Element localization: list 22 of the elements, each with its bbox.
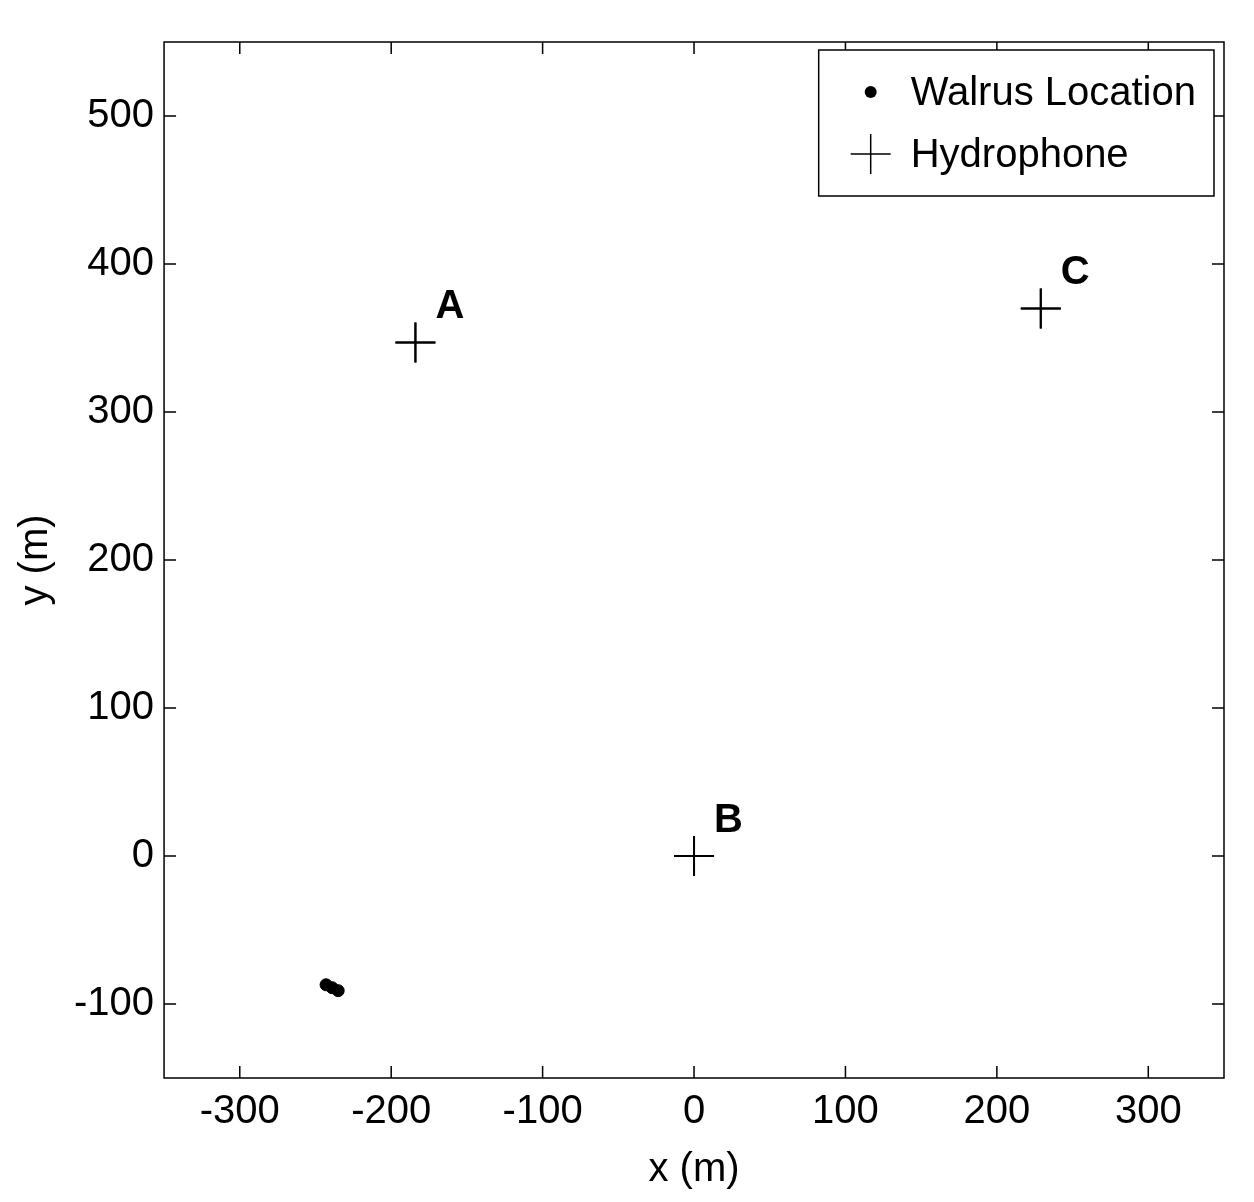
x-tick-label: -300 [199,1087,280,1132]
point [331,984,345,998]
legend-label: Hydrophone [910,131,1129,176]
x-axis-title: x (m) [648,1145,740,1190]
y-tick-label: 100 [87,683,155,728]
annotation: A [435,282,465,327]
y-tick-label: 500 [87,91,155,136]
x-tick-label: 300 [1114,1087,1182,1132]
x-tick-label: 0 [682,1087,706,1132]
annotation: B [714,796,743,840]
legend-label: Walrus Location [910,69,1196,114]
y-tick-label: -100 [74,979,155,1024]
y-tick-label: 0 [131,831,155,876]
y-axis-title: y (m) [11,514,56,606]
y-tick-label: 300 [87,387,155,432]
x-tick-label: -100 [502,1087,583,1132]
y-tick-label: 200 [87,535,155,580]
annotation: C [1060,248,1090,293]
y-tick-label: 400 [87,239,155,284]
x-tick-label: 200 [963,1087,1031,1132]
x-tick-label: -200 [351,1087,432,1132]
x-tick-label: 100 [812,1087,879,1132]
